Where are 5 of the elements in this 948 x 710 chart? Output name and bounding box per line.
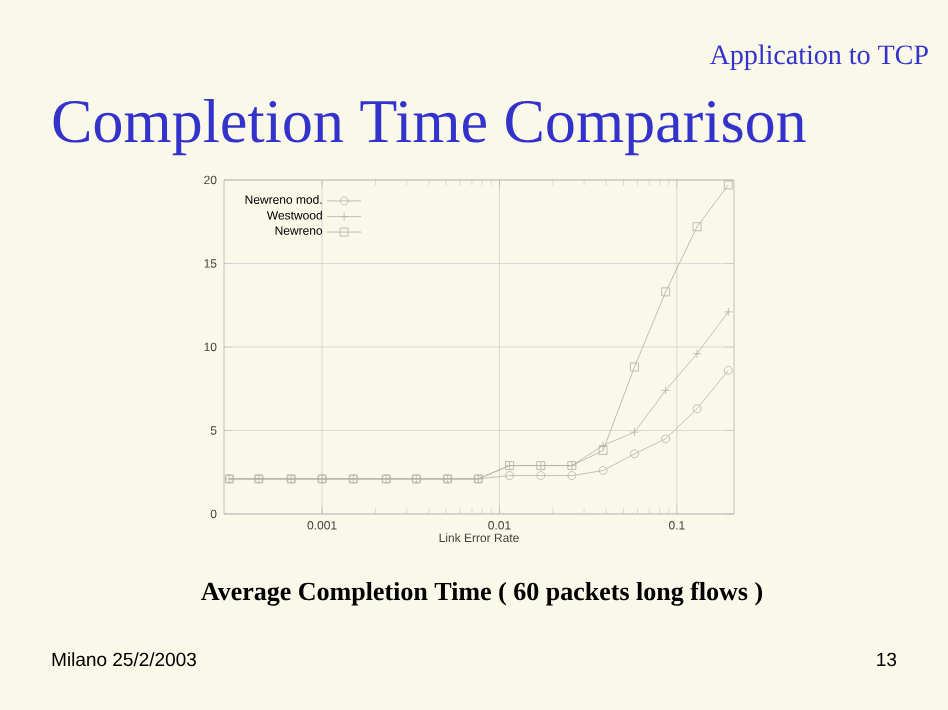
text: 13 (877, 652, 897, 667)
text: Application to TCP (709, 44, 928, 70)
chart-title: Completion Time Comparison (53, 98, 806, 156)
text: Milano 25/2/2003 (52, 652, 196, 667)
text: Average Completion Time ( 60 packets long flows ) (201, 581, 763, 606)
